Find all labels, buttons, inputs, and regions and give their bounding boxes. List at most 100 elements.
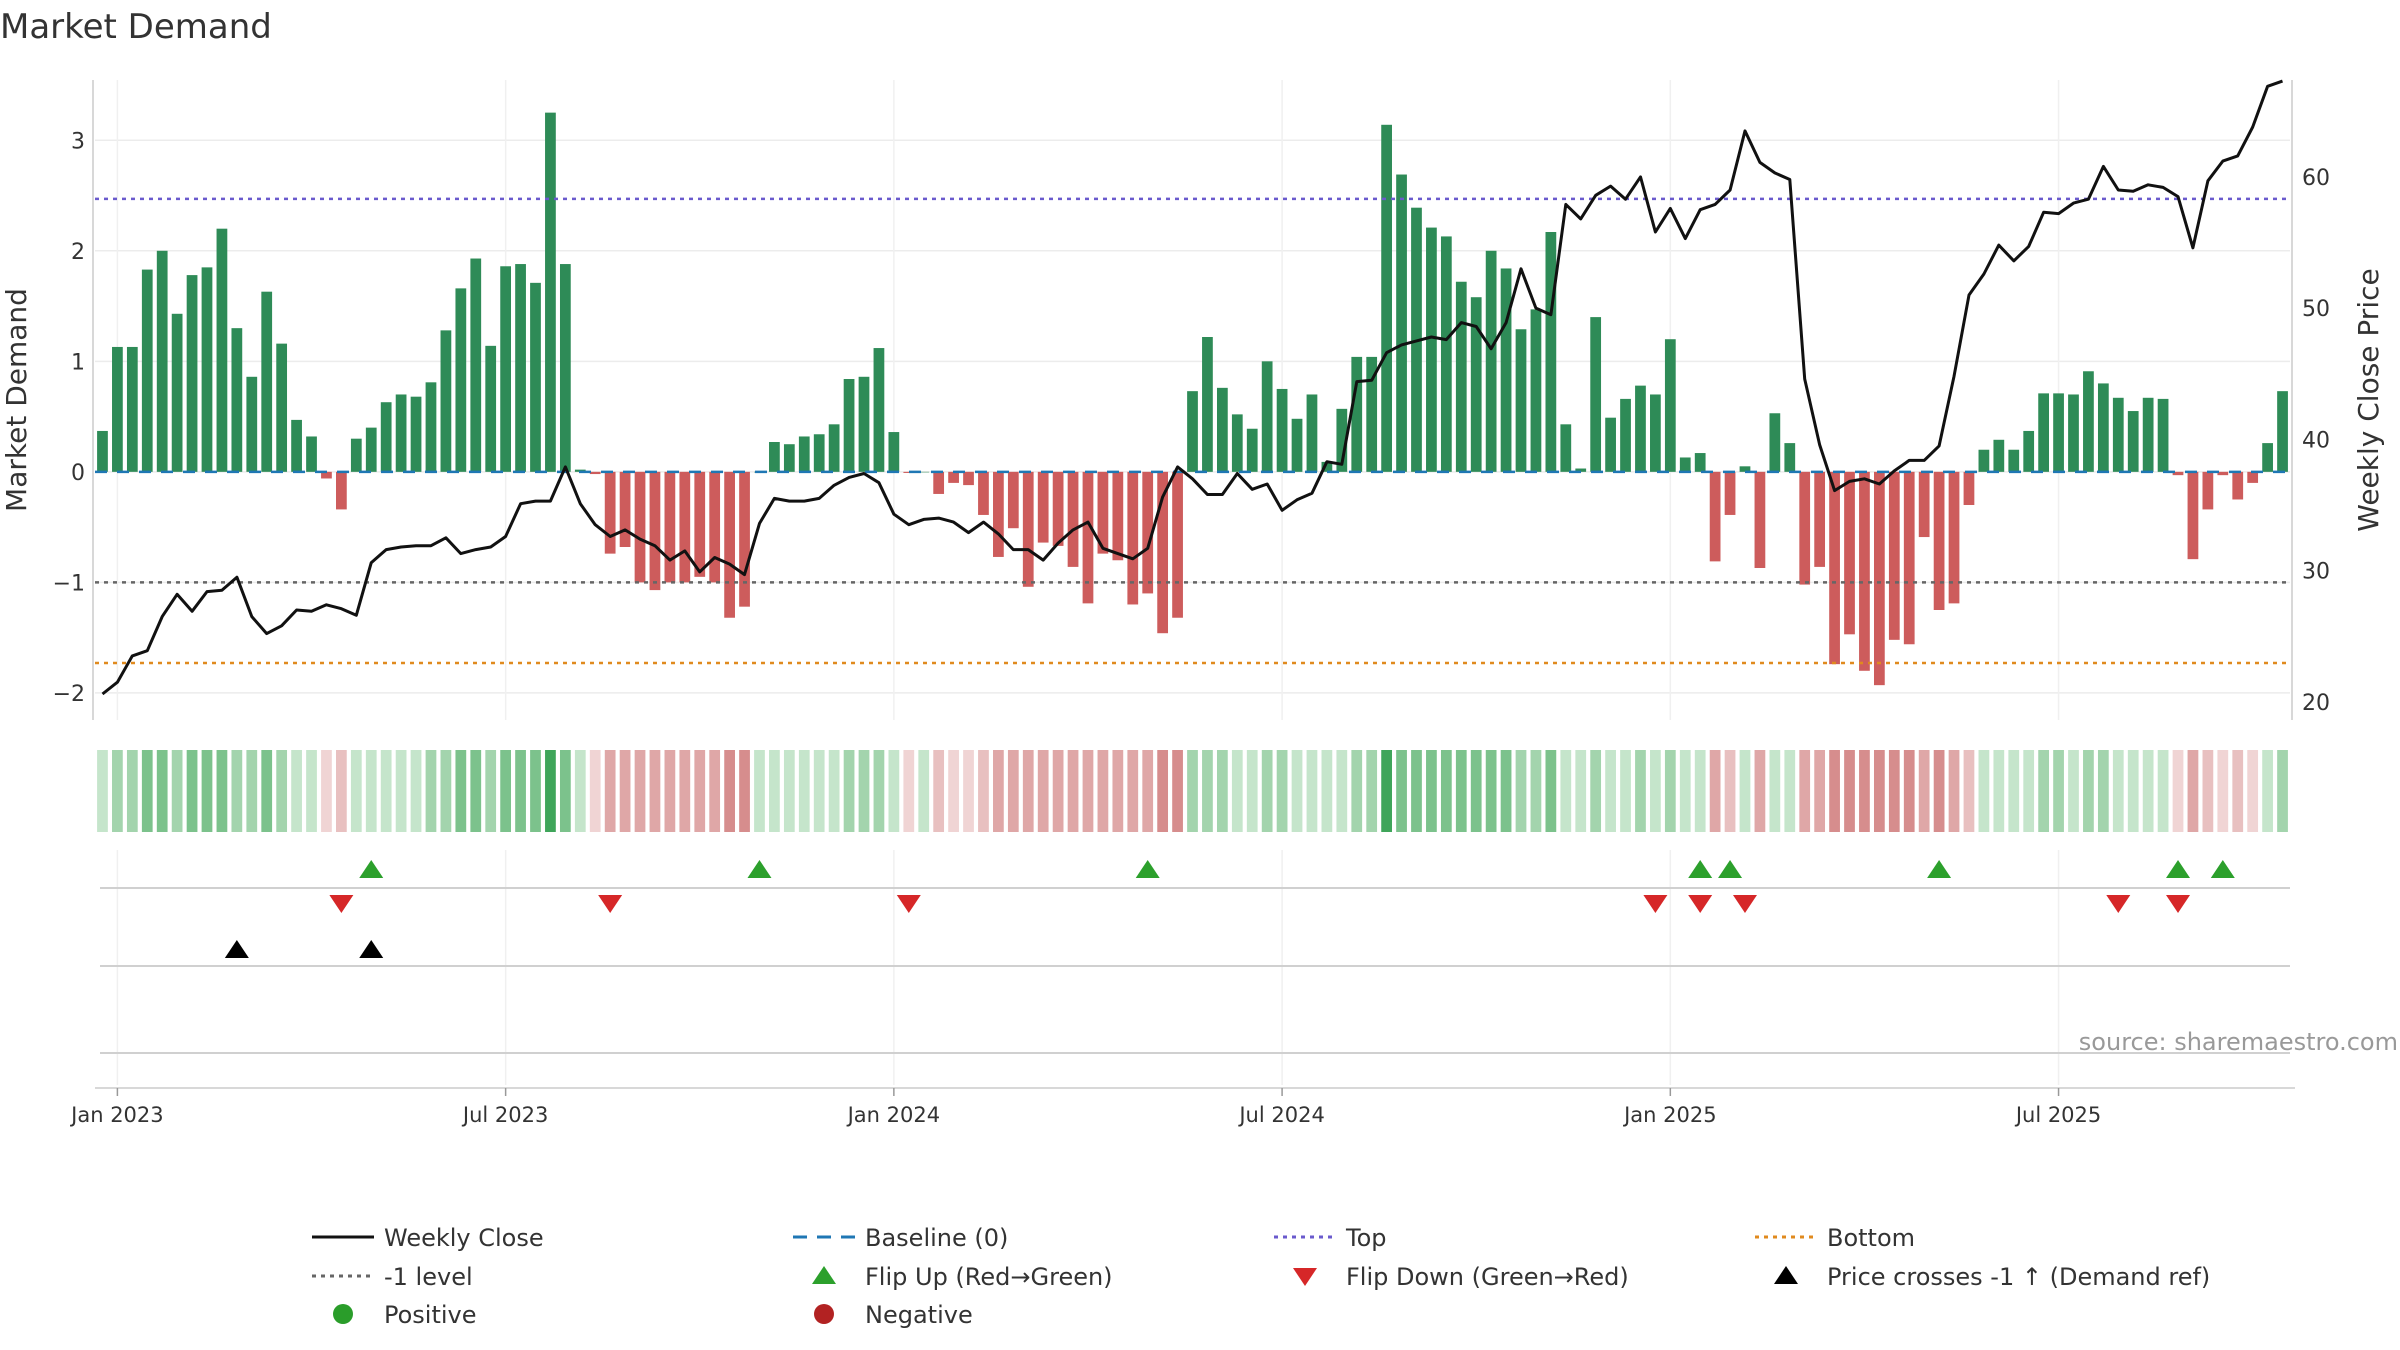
demand-bar: [455, 288, 467, 472]
demand-bar: [1694, 453, 1706, 472]
demand-bar: [1515, 329, 1527, 472]
heat-cell: [619, 750, 631, 832]
heat-cell: [1933, 750, 1945, 832]
y-tick-label: −1: [53, 571, 85, 596]
heat-cell: [1112, 750, 1124, 832]
demand-bar: [231, 328, 243, 472]
y2-axis-ticks: 20 30 40 50 60: [2302, 166, 2330, 716]
demand-bar: [664, 471, 676, 583]
demand-bar: [1739, 466, 1751, 472]
heat-cell: [589, 750, 601, 832]
heat-cell: [948, 750, 959, 832]
heat-cell: [1814, 750, 1826, 832]
heat-cell: [1426, 750, 1437, 832]
heat-cell: [2112, 750, 2124, 832]
demand-bar: [709, 471, 721, 583]
demand-bar: [1500, 268, 1512, 472]
heat-cell: [1799, 750, 1811, 832]
heat-cell: [1351, 750, 1363, 832]
legend-swatch-positive: [333, 1304, 353, 1324]
demand-bar: [1366, 356, 1378, 472]
demand-bar: [2097, 383, 2109, 472]
heat-cell: [1022, 750, 1034, 832]
y2-axis-label: Weekly Close Price: [2352, 268, 2385, 531]
heat-cell: [336, 750, 347, 832]
flip-up-marker: [1927, 860, 1952, 878]
demand-bar: [2217, 471, 2229, 476]
heat-cell: [1246, 750, 1258, 832]
demand-bar: [321, 471, 332, 479]
legend-label: -1 level: [384, 1263, 473, 1291]
demand-bar: [1978, 449, 1990, 472]
demand-bar: [336, 471, 347, 510]
heat-cell: [126, 750, 138, 832]
demand-bar: [798, 436, 810, 472]
heat-cell: [2232, 750, 2244, 832]
demand-bar: [440, 330, 452, 472]
legend-swatch-price-cross: [1774, 1266, 1798, 1284]
heat-cell: [724, 750, 735, 832]
y-tick-label: 3: [71, 129, 85, 154]
heat-cell: [1829, 750, 1840, 832]
y-axis-label: Market Demand: [0, 288, 33, 512]
demand-bar: [993, 471, 1004, 557]
demand-bar: [1888, 471, 1900, 640]
heat-cell: [2097, 750, 2109, 832]
demand-bar: [2232, 471, 2244, 500]
demand-bar: [1948, 471, 1960, 604]
demand-bar: [485, 345, 497, 472]
demand-bar: [291, 419, 302, 472]
demand-bar: [1276, 388, 1288, 472]
legend-label: Top: [1345, 1224, 1387, 1252]
demand-bar: [634, 471, 646, 583]
heat-cell: [978, 750, 989, 832]
demand-heat-strip: [97, 750, 2288, 832]
heat-cell: [231, 750, 243, 832]
heat-cell: [1470, 750, 1482, 832]
heat-cell: [365, 750, 377, 832]
demand-bar: [724, 471, 735, 618]
heat-cell: [216, 750, 228, 832]
demand-bar: [1724, 471, 1736, 515]
weekly-close-line: [101, 79, 2283, 696]
heat-cell: [1067, 750, 1079, 832]
demand-bar: [1605, 417, 1616, 472]
demand-bar: [1007, 471, 1019, 529]
legend-label: Flip Down (Green→Red): [1346, 1263, 1629, 1291]
x-tick-label: Jan 2025: [1622, 1103, 1717, 1127]
heat-cell: [1455, 750, 1467, 832]
demand-bar: [2038, 393, 2049, 472]
x-tick-label: Jan 2023: [69, 1103, 164, 1127]
x-tick-label: Jul 2025: [2014, 1103, 2101, 1127]
demand-bar: [1172, 471, 1183, 618]
demand-bar: [1590, 317, 1602, 472]
heat-cell: [634, 750, 646, 832]
demand-bar: [1291, 418, 1303, 472]
demand-bar: [2068, 394, 2079, 472]
heat-cell: [843, 750, 855, 832]
demand-bar: [933, 471, 945, 494]
legend-item: Baseline (0): [793, 1224, 1008, 1252]
demand-bar: [2112, 397, 2124, 472]
heat-cell: [1231, 750, 1243, 832]
heat-cell: [1754, 750, 1766, 832]
event-markers: [224, 860, 2235, 958]
demand-bar: [1814, 471, 1826, 567]
flip-down-marker: [329, 895, 354, 913]
demand-bar: [1037, 471, 1049, 543]
heat-cell: [1888, 750, 1900, 832]
heat-cell: [918, 750, 930, 832]
heat-cell: [679, 750, 691, 832]
heat-cell: [1650, 750, 1661, 832]
heat-cell: [2127, 750, 2139, 832]
demand-bar: [1485, 250, 1497, 472]
demand-bar: [1575, 468, 1587, 472]
legend: Weekly Close Baseline (0) Top Bottom -1 leve…: [312, 1224, 2210, 1329]
flip-up-marker: [1135, 860, 1160, 878]
heat-cell: [1007, 750, 1019, 832]
demand-bar: [1650, 394, 1661, 472]
legend-item: -1 level: [312, 1263, 473, 1291]
heat-cell: [1052, 750, 1064, 832]
demand-bar: [2187, 471, 2199, 560]
heat-cell: [291, 750, 302, 832]
